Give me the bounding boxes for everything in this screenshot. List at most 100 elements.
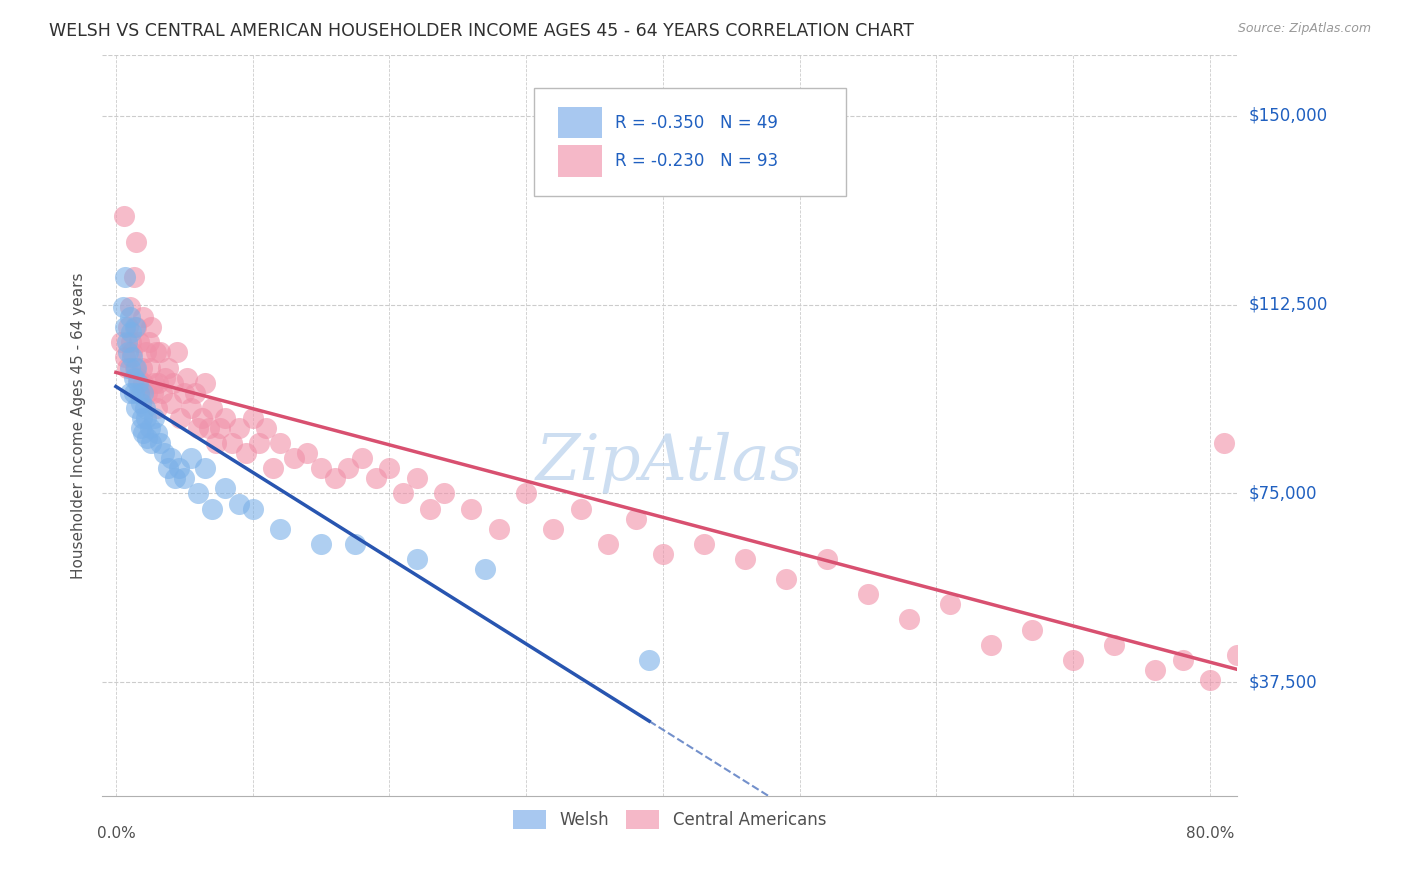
Central Americans — [228, 421, 250, 435]
Central Americans — [515, 486, 537, 500]
Central Americans — [125, 320, 148, 334]
Welsh — [194, 461, 217, 475]
Central Americans — [297, 446, 319, 460]
Text: 80.0%: 80.0% — [1185, 826, 1234, 841]
Central Americans — [115, 360, 138, 375]
Central Americans — [136, 385, 159, 400]
Central Americans — [149, 345, 172, 359]
Central Americans — [191, 410, 214, 425]
Central Americans — [150, 385, 173, 400]
Central Americans — [141, 320, 163, 334]
Central Americans — [392, 486, 415, 500]
Welsh — [187, 486, 209, 500]
Central Americans — [939, 597, 962, 611]
Welsh — [122, 385, 145, 400]
Central Americans — [129, 385, 152, 400]
Welsh — [125, 401, 148, 415]
Central Americans — [433, 486, 456, 500]
Welsh — [125, 360, 148, 375]
Welsh — [124, 320, 146, 334]
Central Americans — [114, 351, 136, 365]
Text: $150,000: $150,000 — [1249, 107, 1327, 125]
Central Americans — [118, 300, 141, 314]
Text: WELSH VS CENTRAL AMERICAN HOUSEHOLDER INCOME AGES 45 - 64 YEARS CORRELATION CHAR: WELSH VS CENTRAL AMERICAN HOUSEHOLDER IN… — [49, 22, 914, 40]
Welsh — [344, 537, 367, 551]
Central Americans — [283, 451, 305, 466]
Central Americans — [208, 421, 231, 435]
Welsh — [173, 471, 195, 485]
Central Americans — [125, 235, 148, 249]
Welsh — [129, 396, 152, 410]
Welsh — [114, 269, 136, 284]
Central Americans — [624, 511, 647, 525]
Central Americans — [162, 376, 184, 390]
Central Americans — [405, 471, 427, 485]
Central Americans — [262, 461, 284, 475]
Central Americans — [350, 451, 373, 466]
Welsh — [118, 310, 141, 325]
Central Americans — [1240, 471, 1263, 485]
Central Americans — [980, 638, 1002, 652]
Welsh — [132, 385, 155, 400]
Central Americans — [201, 401, 224, 415]
Welsh — [638, 653, 661, 667]
Central Americans — [856, 587, 879, 601]
Central Americans — [734, 552, 756, 566]
Welsh — [132, 425, 155, 440]
Central Americans — [120, 335, 142, 350]
Welsh — [131, 410, 153, 425]
Central Americans — [598, 537, 620, 551]
Central Americans — [110, 335, 132, 350]
FancyBboxPatch shape — [558, 107, 602, 138]
Welsh — [134, 401, 156, 415]
Welsh — [156, 461, 179, 475]
Central Americans — [138, 335, 160, 350]
Central Americans — [309, 461, 332, 475]
Welsh — [114, 320, 136, 334]
Central Americans — [117, 320, 139, 334]
Central Americans — [139, 360, 162, 375]
Y-axis label: Householder Income Ages 45 - 64 years: Householder Income Ages 45 - 64 years — [72, 272, 86, 579]
Central Americans — [135, 345, 157, 359]
Central Americans — [132, 376, 155, 390]
Central Americans — [145, 345, 167, 359]
Central Americans — [156, 360, 179, 375]
Text: Source: ZipAtlas.com: Source: ZipAtlas.com — [1237, 22, 1371, 36]
Welsh — [122, 370, 145, 384]
Central Americans — [364, 471, 387, 485]
Central Americans — [204, 436, 226, 450]
Welsh — [120, 325, 142, 339]
Welsh — [242, 501, 264, 516]
Central Americans — [153, 370, 176, 384]
Central Americans — [337, 461, 360, 475]
Text: R = -0.230   N = 93: R = -0.230 N = 93 — [616, 152, 779, 170]
Central Americans — [124, 360, 146, 375]
Welsh — [136, 431, 159, 445]
Central Americans — [693, 537, 716, 551]
Central Americans — [1171, 653, 1194, 667]
Central Americans — [235, 446, 257, 460]
Central Americans — [242, 410, 264, 425]
Welsh — [167, 461, 190, 475]
Welsh — [163, 471, 186, 485]
Welsh — [405, 552, 427, 566]
Welsh — [180, 451, 202, 466]
Welsh — [201, 501, 224, 516]
Welsh — [121, 351, 143, 365]
Central Americans — [323, 471, 346, 485]
Central Americans — [128, 335, 150, 350]
Central Americans — [187, 421, 209, 435]
Central Americans — [184, 385, 207, 400]
Central Americans — [148, 376, 170, 390]
Central Americans — [775, 572, 797, 586]
Central Americans — [122, 269, 145, 284]
Central Americans — [131, 360, 153, 375]
Central Americans — [1102, 638, 1125, 652]
Text: 0.0%: 0.0% — [97, 826, 135, 841]
Welsh — [111, 300, 134, 314]
Central Americans — [1226, 648, 1249, 662]
Welsh — [159, 451, 181, 466]
Central Americans — [221, 436, 243, 450]
Central Americans — [543, 522, 565, 536]
Central Americans — [1062, 653, 1084, 667]
